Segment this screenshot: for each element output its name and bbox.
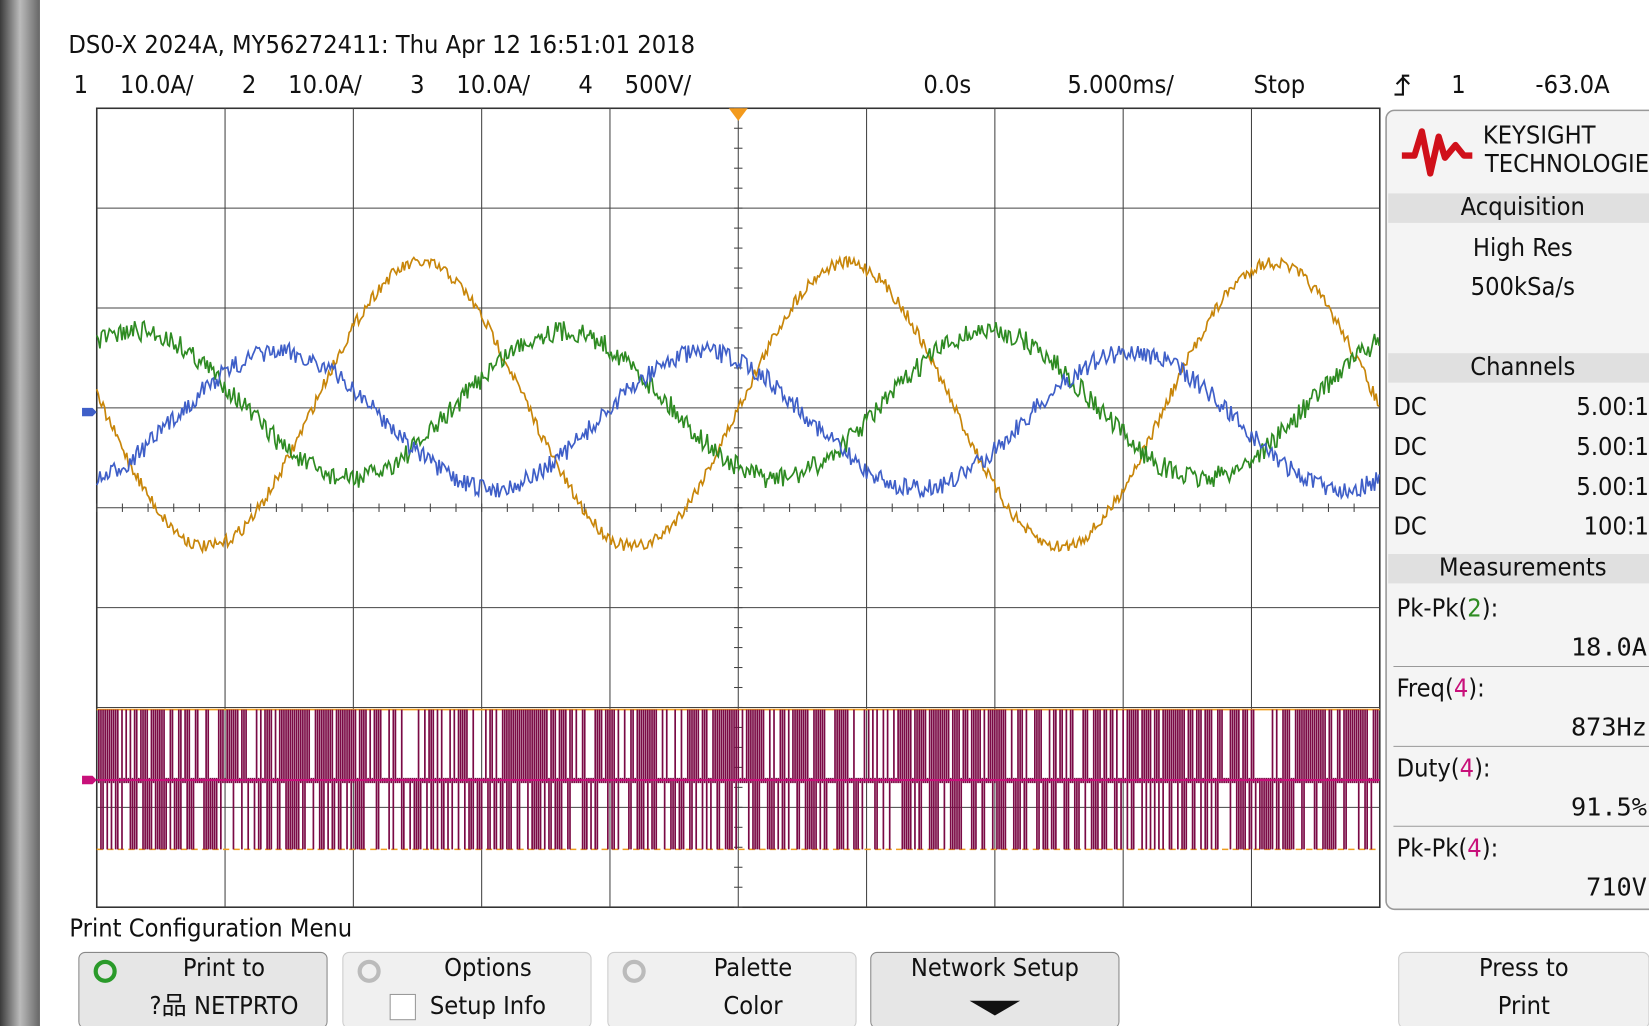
- measurement-value: 18.0A: [1571, 633, 1647, 662]
- section-header: [1388, 353, 1649, 383]
- measurement-label-part: ):: [1482, 594, 1499, 623]
- channel-scale: 10.0A/: [120, 70, 194, 99]
- measurement-value: 710V: [1586, 872, 1647, 901]
- measurement-label-part: ):: [1474, 754, 1491, 783]
- section-header: [1388, 553, 1649, 584]
- measurement-label-part: 4: [1454, 674, 1468, 703]
- cycle-icon: [622, 959, 646, 983]
- softkey-line2: Color: [723, 991, 783, 1020]
- waveform: [95, 339, 1381, 501]
- channel-scale: 10.0A/: [456, 70, 530, 99]
- time-scale: 5.000ms/: [1067, 70, 1174, 99]
- measurement-label-part: ):: [1482, 833, 1499, 862]
- measurement-label-part: 2: [1467, 594, 1481, 623]
- channel-number: 1: [74, 70, 88, 99]
- trigger-level: -63.0A: [1535, 70, 1610, 99]
- section-header: [1388, 193, 1649, 223]
- measurement-value: 91.5%: [1571, 792, 1647, 821]
- time-offset: 0.0s: [923, 70, 971, 99]
- measurement-label: Pk-Pk(2):: [1397, 594, 1499, 623]
- softkey[interactable]: [607, 951, 857, 1026]
- cycle-icon: [357, 959, 381, 983]
- measurement-label-part: 4: [1460, 754, 1474, 783]
- section-title: Measurements: [1439, 553, 1607, 582]
- side-panel: [1385, 109, 1649, 911]
- channel-number: 2: [242, 70, 256, 99]
- section-title: Channels: [1470, 352, 1575, 381]
- softkey[interactable]: [1398, 951, 1649, 1026]
- photo-edge: [0, 0, 40, 1026]
- waveform: [95, 319, 1381, 489]
- channel-number: 4: [578, 70, 592, 99]
- brand: KEYSIGHT: [1483, 121, 1596, 150]
- header-title: DS0-X 2024A, MY56272411: Thu Apr 12 16:5…: [68, 30, 695, 59]
- coupling: DC: [1393, 512, 1426, 541]
- measurement-label: Pk-Pk(4):: [1397, 833, 1499, 862]
- probe: 5.00:1: [1576, 392, 1649, 421]
- trigger-marker: [728, 108, 748, 121]
- cycle-icon: [93, 959, 117, 983]
- waveform: [95, 255, 1380, 555]
- brand-logo: [1401, 128, 1473, 177]
- section-title: Acquisition: [1461, 192, 1585, 221]
- measurement-label-part: Pk-Pk(: [1397, 833, 1468, 862]
- run-state: Stop: [1254, 70, 1306, 99]
- channel-number: 3: [410, 70, 424, 99]
- measurement-label: Duty(4):: [1397, 754, 1491, 783]
- brand-sub: TECHNOLOGIES: [1484, 149, 1649, 178]
- channel-scale: 500V/: [625, 70, 692, 99]
- softkey-line2: Print: [1498, 991, 1550, 1020]
- measurement-label-part: Freq(: [1397, 674, 1454, 703]
- softkey-line1: Palette: [714, 953, 792, 982]
- softkey-line1: Print to: [183, 953, 265, 982]
- probe: 5.00:1: [1576, 472, 1649, 501]
- coupling: DC: [1393, 472, 1426, 501]
- probe: 5.00:1: [1576, 432, 1649, 461]
- ground-marker: [82, 775, 97, 785]
- ground-marker: [82, 407, 97, 417]
- softkey[interactable]: [78, 951, 328, 1026]
- arrow-icon: [969, 1000, 1021, 1016]
- measurement-label-part: ):: [1468, 674, 1485, 703]
- channel-scale: 10.0A/: [288, 70, 362, 99]
- softkey-line1: Options: [444, 953, 532, 982]
- acq-rate: 500kSa/s: [1471, 272, 1575, 301]
- softkey-line2: Setup Info: [430, 991, 546, 1020]
- measurement-label-part: Pk-Pk(: [1397, 594, 1468, 623]
- trigger-icon: [1394, 74, 1410, 96]
- measurement-label: Freq(4):: [1397, 674, 1485, 703]
- softkey[interactable]: [870, 951, 1120, 1026]
- menu-title: Print Configuration Menu: [69, 913, 352, 942]
- softkey-line2: ?品 NETPRTO: [150, 991, 299, 1020]
- measurement-value: 873Hz: [1571, 713, 1647, 742]
- probe: 100:1: [1584, 512, 1649, 541]
- coupling: DC: [1393, 392, 1426, 421]
- softkey-line1: Press to: [1479, 953, 1569, 982]
- measurement-label-part: Duty(: [1397, 754, 1460, 783]
- checkbox: [389, 993, 416, 1021]
- coupling: DC: [1393, 432, 1426, 461]
- softkey-line1: Network Setup: [911, 953, 1079, 982]
- measurement-label-part: 4: [1467, 833, 1481, 862]
- acq-mode: High Res: [1473, 233, 1573, 262]
- trigger-source: 1: [1451, 70, 1465, 99]
